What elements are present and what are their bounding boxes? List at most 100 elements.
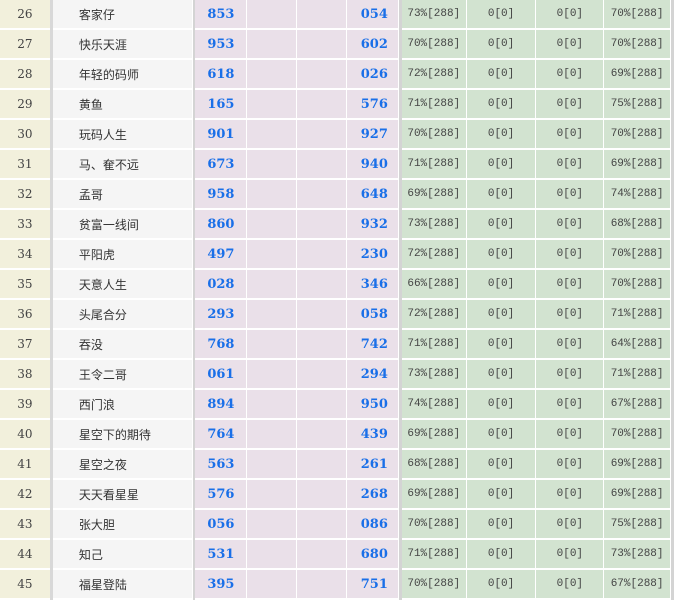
number-b: 680	[347, 540, 399, 570]
column-divider	[49, 240, 53, 270]
row-index: 26	[0, 0, 50, 30]
row-index: 36	[0, 300, 50, 330]
empty-cell	[247, 330, 298, 360]
column-divider	[193, 480, 196, 510]
count-2: 0[0]	[536, 300, 605, 330]
empty-cell	[247, 270, 298, 300]
column-divider	[49, 570, 53, 600]
column-divider	[671, 570, 674, 600]
number-b: 086	[347, 510, 399, 540]
rate-2: 69%[288]	[604, 60, 672, 90]
number-a: 165	[195, 90, 248, 120]
column-divider	[671, 450, 674, 480]
column-divider	[193, 90, 196, 120]
count-1: 0[0]	[466, 90, 537, 120]
count-2: 0[0]	[536, 180, 605, 210]
player-name: 头尾合分	[52, 300, 194, 330]
row-index: 43	[0, 510, 50, 540]
column-divider	[398, 30, 402, 60]
rate-2: 70%[288]	[604, 240, 672, 270]
table-row: 29 黄鱼 165 576 71%[288] 0[0] 0[0] 75%[288]	[0, 90, 674, 120]
rate-1: 68%[288]	[401, 450, 467, 480]
number-a: 673	[195, 150, 248, 180]
column-divider	[49, 360, 53, 390]
table-row: 42 天天看星星 576 268 69%[288] 0[0] 0[0] 69%[288]	[0, 480, 674, 510]
table-row: 39 西门浪 894 950 74%[288] 0[0] 0[0] 67%[288]	[0, 390, 674, 420]
number-a: 395	[195, 570, 248, 600]
count-2: 0[0]	[536, 450, 605, 480]
player-name: 快乐天涯	[52, 30, 194, 60]
column-divider	[671, 210, 674, 240]
column-divider	[671, 150, 674, 180]
count-1: 0[0]	[466, 330, 537, 360]
empty-cell	[247, 210, 298, 240]
count-1: 0[0]	[466, 540, 537, 570]
rate-1: 74%[288]	[401, 390, 467, 420]
empty-cell	[297, 180, 347, 210]
row-index: 39	[0, 390, 50, 420]
column-divider	[49, 60, 53, 90]
rate-1: 70%[288]	[401, 120, 467, 150]
column-divider	[193, 360, 196, 390]
number-a: 497	[195, 240, 248, 270]
count-2: 0[0]	[536, 420, 605, 450]
row-index: 37	[0, 330, 50, 360]
column-divider	[193, 210, 196, 240]
count-2: 0[0]	[536, 540, 605, 570]
column-divider	[398, 150, 402, 180]
table-row: 44 知己 531 680 71%[288] 0[0] 0[0] 73%[288]	[0, 540, 674, 570]
rate-1: 70%[288]	[401, 510, 467, 540]
player-name: 张大胆	[52, 510, 194, 540]
rate-2: 71%[288]	[604, 360, 672, 390]
rate-2: 70%[288]	[604, 420, 672, 450]
player-name: 星空下的期待	[52, 420, 194, 450]
column-divider	[193, 60, 196, 90]
column-divider	[671, 90, 674, 120]
number-b: 346	[347, 270, 399, 300]
number-b: 648	[347, 180, 399, 210]
number-b: 927	[347, 120, 399, 150]
column-divider	[398, 540, 402, 570]
empty-cell	[247, 90, 298, 120]
empty-cell	[247, 240, 298, 270]
count-2: 0[0]	[536, 60, 605, 90]
column-divider	[193, 150, 196, 180]
rate-1: 69%[288]	[401, 180, 467, 210]
row-index: 35	[0, 270, 50, 300]
table-row: 32 孟哥 958 648 69%[288] 0[0] 0[0] 74%[288]	[0, 180, 674, 210]
rate-2: 68%[288]	[604, 210, 672, 240]
column-divider	[671, 60, 674, 90]
column-divider	[398, 510, 402, 540]
player-name: 西门浪	[52, 390, 194, 420]
column-divider	[398, 240, 402, 270]
number-a: 860	[195, 210, 248, 240]
column-divider	[193, 330, 196, 360]
rate-1: 73%[288]	[401, 0, 467, 30]
empty-cell	[247, 420, 298, 450]
number-b: 261	[347, 450, 399, 480]
count-1: 0[0]	[466, 60, 537, 90]
column-divider	[398, 570, 402, 600]
column-divider	[49, 540, 53, 570]
rate-2: 71%[288]	[604, 300, 672, 330]
number-a: 056	[195, 510, 248, 540]
column-divider	[671, 420, 674, 450]
empty-cell	[297, 480, 347, 510]
number-a: 531	[195, 540, 248, 570]
number-a: 061	[195, 360, 248, 390]
empty-cell	[247, 510, 298, 540]
rate-2: 69%[288]	[604, 480, 672, 510]
rate-1: 71%[288]	[401, 150, 467, 180]
number-a: 953	[195, 30, 248, 60]
empty-cell	[247, 30, 298, 60]
count-2: 0[0]	[536, 90, 605, 120]
count-1: 0[0]	[466, 240, 537, 270]
column-divider	[671, 360, 674, 390]
count-1: 0[0]	[466, 480, 537, 510]
player-name: 王令二哥	[52, 360, 194, 390]
count-1: 0[0]	[466, 360, 537, 390]
number-b: 742	[347, 330, 399, 360]
number-b: 230	[347, 240, 399, 270]
empty-cell	[247, 540, 298, 570]
player-name: 贫富一线间	[52, 210, 194, 240]
